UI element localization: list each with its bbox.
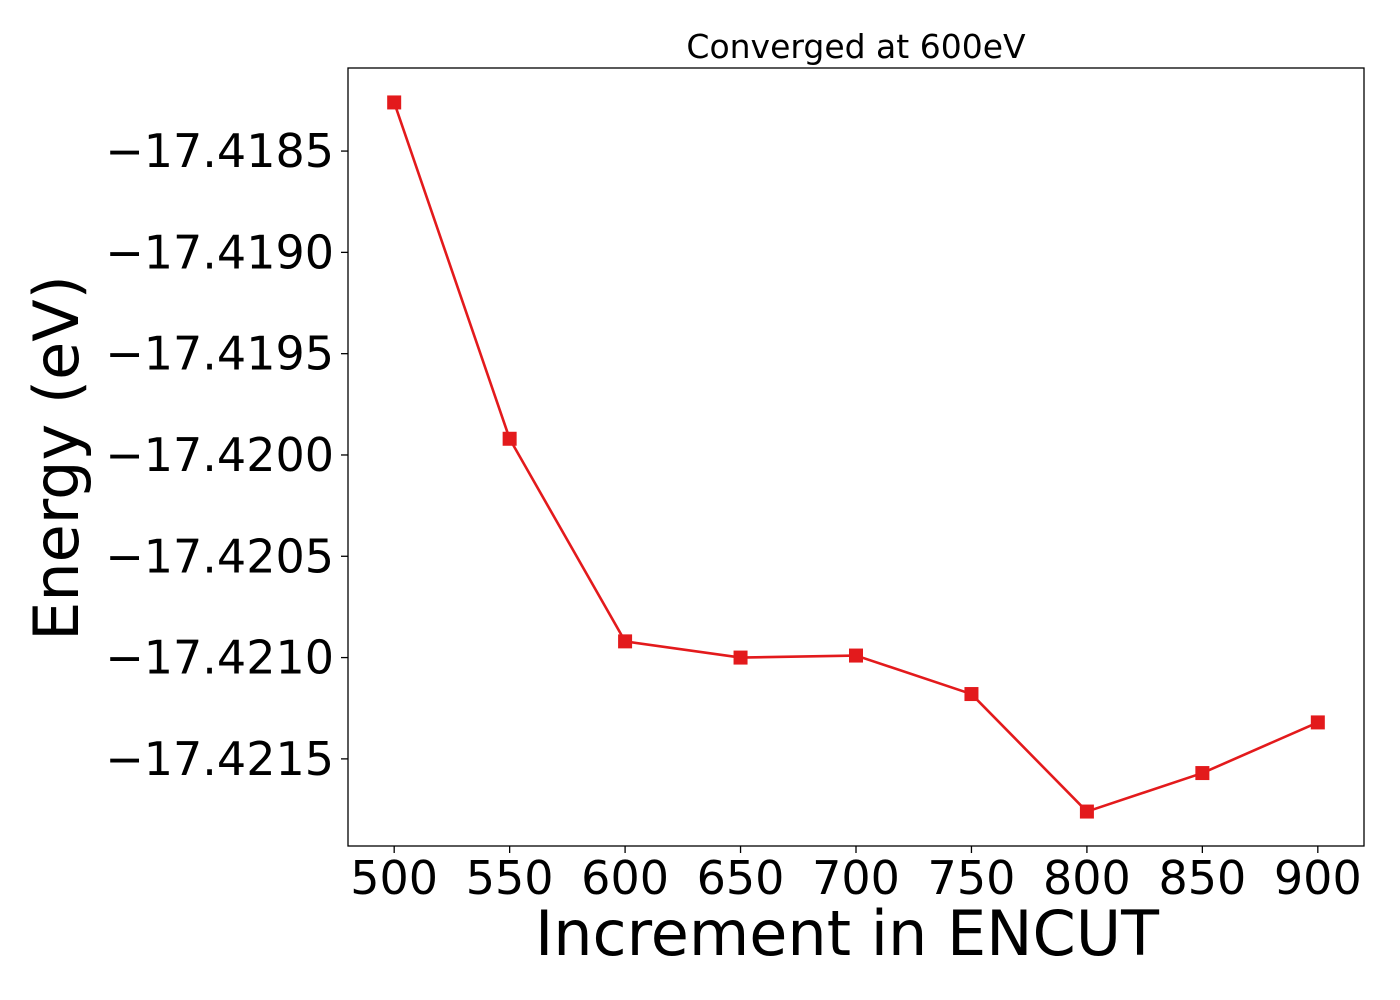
- y-axis-ticks: −17.4185 −17.4190 −17.4195 −17.4200 −17.4205…: [105, 124, 348, 786]
- x-tick-label: 750: [928, 851, 1016, 905]
- x-tick-label: 900: [1274, 851, 1362, 905]
- x-tick-label: 600: [581, 851, 669, 905]
- x-tick-label: 550: [466, 851, 554, 905]
- data-point-marker: [849, 648, 863, 663]
- plot-frame: [347, 67, 1365, 847]
- x-axis-label: Increment in ENCUT: [535, 897, 1160, 970]
- data-point-marker: [387, 95, 402, 110]
- y-axis-label: Energy (eV): [20, 275, 93, 641]
- data-point-marker: [1310, 715, 1325, 730]
- y-tick-label: −17.4190: [105, 225, 334, 279]
- y-tick-label: −17.4215: [105, 732, 334, 786]
- data-point-marker: [964, 687, 979, 702]
- data-point-marker: [1079, 804, 1094, 819]
- data-point-marker: [1195, 766, 1210, 781]
- data-point-marker: [618, 634, 633, 649]
- y-tick-label: −17.4205: [105, 529, 334, 583]
- chart-title: Converged at 600eV: [686, 27, 1026, 66]
- x-tick-label: 800: [1043, 851, 1131, 905]
- x-tick-label: 650: [697, 851, 785, 905]
- series-line: [392, 102, 1319, 813]
- x-tick-label: 700: [812, 851, 900, 905]
- x-axis-ticks: 500 550 600 650 700 750 800 850 900: [350, 846, 1362, 905]
- y-tick-label: −17.4200: [105, 428, 334, 482]
- x-tick-label: 850: [1158, 851, 1246, 905]
- y-tick-label: −17.4210: [105, 631, 334, 685]
- x-tick-label: 500: [350, 851, 438, 905]
- series-layer: [387, 95, 1325, 819]
- y-tick-label: −17.4185: [105, 124, 334, 178]
- data-point-marker: [502, 431, 517, 446]
- y-tick-label: −17.4195: [105, 327, 334, 381]
- data-point-marker: [733, 650, 748, 665]
